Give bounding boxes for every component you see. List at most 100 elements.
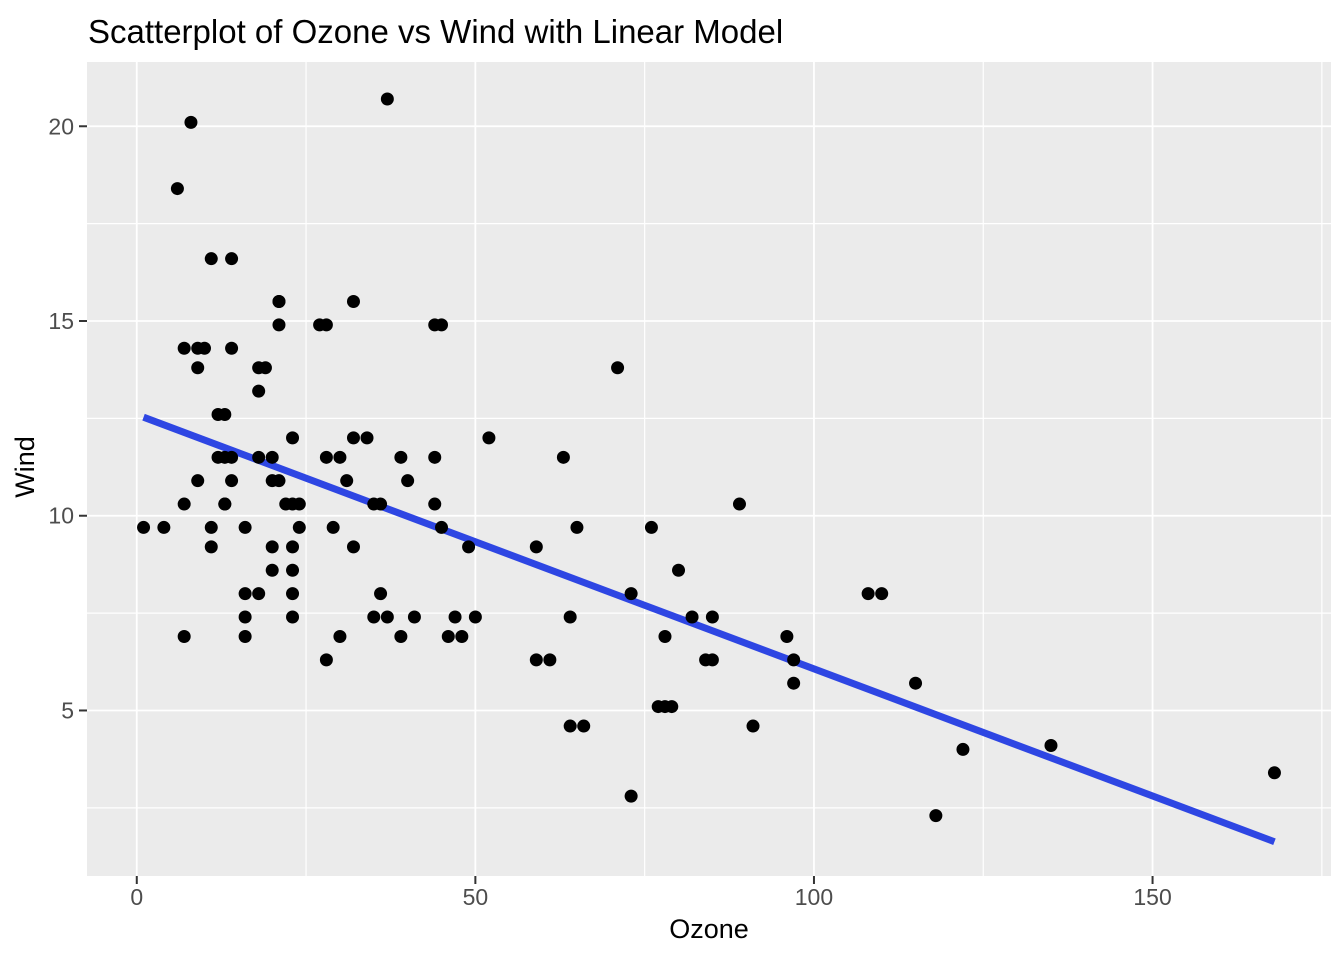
data-point xyxy=(191,361,205,375)
data-point xyxy=(380,92,394,106)
data-point xyxy=(265,540,279,554)
data-point xyxy=(238,520,252,534)
data-point xyxy=(191,341,205,355)
data-point xyxy=(252,450,266,464)
data-point xyxy=(543,653,557,667)
data-point xyxy=(787,653,801,667)
tick-label: 100 xyxy=(795,884,833,910)
data-point xyxy=(292,497,306,511)
data-point xyxy=(780,629,794,643)
data-point xyxy=(624,587,638,601)
data-point xyxy=(286,540,300,554)
tick-label: 15 xyxy=(48,308,74,334)
data-point xyxy=(177,341,191,355)
data-point xyxy=(428,450,442,464)
data-point xyxy=(658,700,672,714)
data-point xyxy=(204,520,218,534)
data-point xyxy=(929,809,943,823)
tick-label: 150 xyxy=(1133,884,1171,910)
data-point xyxy=(170,182,184,196)
data-point xyxy=(319,653,333,667)
data-point xyxy=(265,563,279,577)
data-point xyxy=(225,341,239,355)
data-point xyxy=(428,318,442,332)
data-point xyxy=(204,252,218,266)
data-point xyxy=(570,520,584,534)
data-point xyxy=(313,318,327,332)
data-point xyxy=(218,407,232,421)
data-point xyxy=(374,497,388,511)
data-point xyxy=(611,361,625,375)
data-point xyxy=(428,497,442,511)
x-axis-title: Ozone xyxy=(669,914,749,944)
data-point xyxy=(556,450,570,464)
data-point xyxy=(577,719,591,733)
tick-label: 20 xyxy=(48,113,74,139)
data-point xyxy=(286,431,300,445)
data-point xyxy=(252,587,266,601)
x-axis-ticks: 0 50 100 150 xyxy=(130,876,1172,910)
data-point xyxy=(346,540,360,554)
data-point xyxy=(644,520,658,534)
data-point xyxy=(286,563,300,577)
data-point xyxy=(1044,739,1058,753)
data-point xyxy=(401,474,415,488)
data-point xyxy=(286,610,300,624)
data-point xyxy=(563,610,577,624)
data-point xyxy=(225,474,239,488)
data-point xyxy=(529,540,543,554)
data-point xyxy=(624,789,638,803)
data-point xyxy=(177,629,191,643)
data-point xyxy=(746,719,760,733)
data-point xyxy=(407,610,421,624)
data-point xyxy=(360,431,374,445)
trend-line xyxy=(142,413,1276,846)
data-point xyxy=(672,563,686,577)
data-point xyxy=(346,431,360,445)
data-point xyxy=(238,610,252,624)
data-point xyxy=(705,610,719,624)
data-point xyxy=(238,587,252,601)
data-point xyxy=(326,520,340,534)
plot-panel xyxy=(87,62,1331,876)
data-point xyxy=(374,587,388,601)
data-point xyxy=(732,497,746,511)
tick-label: 5 xyxy=(61,697,74,723)
data-point xyxy=(191,474,205,488)
data-point xyxy=(204,540,218,554)
data-point xyxy=(137,520,151,534)
data-point xyxy=(252,384,266,398)
data-point xyxy=(468,610,482,624)
data-point xyxy=(238,629,252,643)
data-point xyxy=(184,115,198,129)
data-point xyxy=(455,629,469,643)
data-point xyxy=(705,653,719,667)
data-point xyxy=(367,610,381,624)
data-point xyxy=(529,653,543,667)
data-point xyxy=(272,295,286,309)
data-point xyxy=(333,450,347,464)
data-point xyxy=(909,676,923,690)
tick-label: 10 xyxy=(48,503,74,529)
data-point xyxy=(1267,766,1281,780)
tick-label: 50 xyxy=(463,884,489,910)
data-point xyxy=(394,629,408,643)
data-point xyxy=(265,450,279,464)
data-point xyxy=(435,520,449,534)
data-point xyxy=(685,610,699,624)
data-point xyxy=(394,450,408,464)
y-axis-title: Wind xyxy=(10,436,40,498)
data-point xyxy=(333,629,347,643)
data-point xyxy=(346,295,360,309)
data-point xyxy=(658,629,672,643)
data-point xyxy=(861,587,875,601)
data-point xyxy=(177,497,191,511)
data-point xyxy=(956,742,970,756)
data-point xyxy=(252,361,266,375)
data-point xyxy=(218,450,232,464)
data-point xyxy=(441,629,455,643)
data-point xyxy=(787,676,801,690)
data-point xyxy=(225,252,239,266)
